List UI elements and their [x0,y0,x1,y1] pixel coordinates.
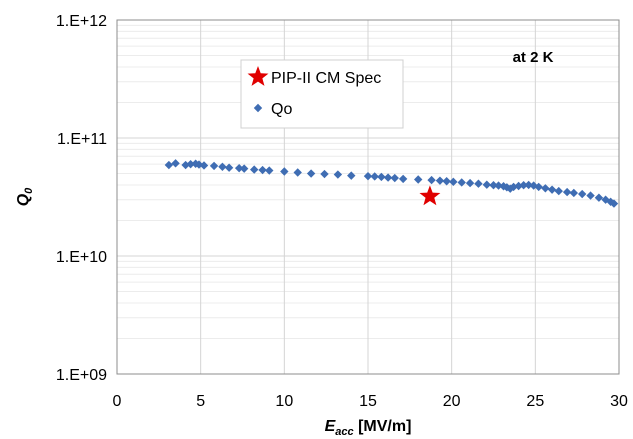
qo-data-point [609,199,619,208]
spec-star-point [419,185,441,206]
qo-data-point [569,188,579,198]
qo-data-point [258,165,267,175]
qo-data-point [280,167,289,176]
qo-data-point [363,171,373,181]
qo-data-point [171,159,180,168]
x-tick-label: 0 [113,393,122,410]
qo-data-point [370,172,379,181]
qo-data-point [482,180,492,189]
x-axis-title: Eacc [MV/m] [325,418,412,438]
legend-diamond-marker [253,103,263,113]
qo-data-point [577,189,587,199]
x-tick-label: 20 [443,393,461,410]
qo-data-point [586,191,595,200]
qo-data-point [457,178,466,187]
x-tick-label: 30 [610,393,628,410]
y-axis-title: Q0 [15,187,35,206]
qo-data-point [541,184,550,193]
plot-area-frame [116,19,620,375]
data-points [164,159,619,208]
legend-label-qo: Qo [271,101,292,118]
qo-data-point [534,182,543,192]
qo-data-point [293,168,302,177]
qo-data-point [398,174,408,184]
y-tick-label: 1.E+09 [56,367,107,384]
qo-data-point [390,173,399,183]
y-tick-label: 1.E+10 [56,249,107,266]
y-axis-title-main: Q [15,193,32,206]
qo-data-point [377,172,386,182]
qo-data-point [529,181,538,190]
qo-data-point [191,159,200,168]
legend-star-marker [247,66,269,86]
qo-data-point [250,165,259,174]
qo-data-point [465,178,475,188]
x-tick-label: 5 [196,393,205,410]
qo-data-point [514,181,523,191]
qo-data-point [506,184,515,193]
x-tick-label: 10 [275,393,293,410]
qo-data-point [519,181,528,190]
x-axis-title-unit: [MV/m] [354,418,412,435]
qo-data-point [524,180,533,190]
x-tick-label: 25 [526,393,544,410]
qo-data-point [306,169,316,178]
qo-data-point [435,176,445,185]
qo-data-point [594,193,604,202]
x-axis-ticks: 0 5 10 15 20 25 30 [113,393,628,410]
qo-data-point [333,170,343,179]
qo-data-point [442,177,451,186]
qo-data-point [320,169,329,179]
y-tick-label: 1.E+11 [57,131,107,148]
x-tick-label: 15 [359,393,377,410]
qo-data-point [562,187,572,197]
qo-data-point [234,163,244,173]
qo-data-point [606,197,615,206]
x-axis-title-subscript: acc [335,426,353,438]
legend-box [240,59,404,129]
qo-data-point [601,195,610,204]
qo-data-point [547,185,557,194]
qo-data-point [199,161,209,170]
y-axis-ticks: 1.E+09 1.E+10 1.E+11 1.E+12 [56,13,107,384]
qo-data-point [554,186,563,196]
qo-data-point [186,159,195,169]
qo-data-point [494,181,503,190]
x-axis-title-main: E [325,418,337,435]
temperature-annotation: at 2 K [513,49,554,66]
qo-data-point [449,177,458,187]
qo-data-point [474,179,483,188]
y-tick-label: 1.E+12 [56,13,107,30]
qo-data-point [427,175,436,185]
legend: PIP-II CM Spec Qo [240,59,404,129]
qo-data-point [239,164,249,173]
qo-data-point [383,173,393,182]
qo-data-point [218,162,227,172]
qo-data-point [224,163,234,172]
qo-data-point [164,160,174,170]
qo-data-point [414,175,423,184]
qo-data-point [209,161,219,171]
qo-data-point [509,182,518,192]
qo-data-point [347,171,356,180]
qo-data-point [265,166,274,175]
qo-data-point [489,181,498,190]
y-axis-title-subscript: 0 [23,187,35,194]
legend-label-spec: PIP-II CM Spec [271,70,381,87]
